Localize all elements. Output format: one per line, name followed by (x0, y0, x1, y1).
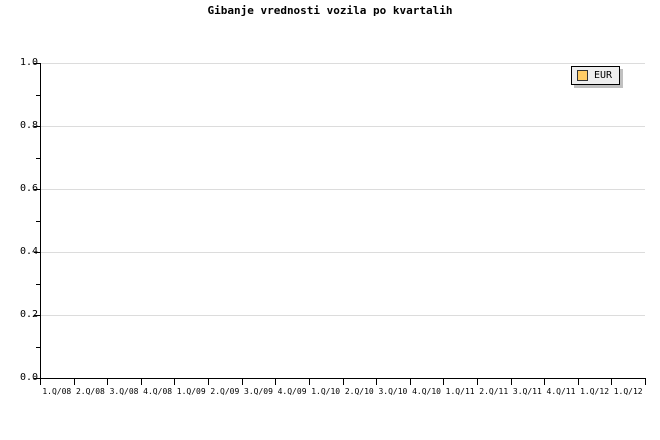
x-axis-tick (443, 379, 444, 385)
x-axis-label: 4.Q/09 (277, 387, 307, 396)
y-axis-label: 0.4 (19, 246, 38, 257)
gridline (40, 63, 645, 64)
y-axis-label: 0.6 (19, 183, 38, 194)
y-axis-label: 0.0 (19, 372, 38, 383)
x-axis-tick (376, 379, 377, 385)
x-axis-label: 4.Q/08 (143, 387, 173, 396)
x-axis-label: 2.Q/08 (75, 387, 105, 396)
x-axis-label: 1.Q/12 (613, 387, 643, 396)
x-axis-label: 1.Q/12 (580, 387, 610, 396)
chart-title: Gibanje vrednosti vozila po kvartalih (207, 4, 453, 17)
x-axis-label: 4.Q/10 (412, 387, 441, 396)
x-axis-label: 3.Q/09 (244, 387, 273, 396)
legend-swatch-eur-icon (577, 70, 588, 81)
x-axis-tick (578, 379, 579, 385)
x-axis-tick (645, 379, 646, 385)
y-axis-label: 0.8 (19, 120, 38, 131)
x-axis-label: 3.Q/10 (378, 387, 408, 396)
y-axis-tick-minor (36, 346, 40, 348)
chart-legend[interactable]: EUR (571, 66, 621, 85)
x-axis-label: 2.Q/09 (210, 387, 240, 396)
plot-area (40, 63, 645, 379)
gridline (40, 315, 645, 316)
x-axis-label: 4.Q/11 (546, 387, 576, 396)
x-axis-tick (544, 379, 545, 385)
y-axis-tick-major (34, 189, 40, 190)
x-axis-label: 1.Q/08 (42, 387, 72, 396)
x-axis-label: 1.Q/10 (311, 387, 341, 396)
y-axis-line (40, 63, 41, 379)
y-axis-tick-major (34, 252, 40, 253)
y-axis-tick-minor (36, 283, 40, 285)
y-axis-tick-minor (36, 94, 40, 96)
x-axis-tick (343, 379, 344, 385)
x-axis-line (40, 378, 646, 379)
x-axis-tick (275, 379, 276, 385)
x-axis-tick (40, 379, 41, 385)
x-axis-tick (174, 379, 175, 385)
x-axis-tick (410, 379, 411, 385)
x-axis-tick (208, 379, 209, 385)
x-axis-label: 2.Q/10 (344, 387, 374, 396)
x-axis-tick (242, 379, 243, 385)
legend-label-eur: EUR (594, 70, 613, 81)
gridline (40, 189, 645, 190)
y-axis-tick-major (34, 126, 40, 127)
x-axis-tick (107, 379, 108, 385)
x-axis-tick (309, 379, 310, 385)
y-axis-label: 1.0 (19, 57, 38, 68)
x-axis-tick (141, 379, 142, 385)
x-axis-tick (611, 379, 612, 385)
x-axis-tick (511, 379, 512, 385)
gridline (40, 252, 645, 253)
y-axis-tick-major (34, 378, 40, 379)
x-axis-label: 1.Q/11 (445, 387, 475, 396)
x-axis-label: 1.Q/09 (176, 387, 206, 396)
x-axis-label: 3.Q/08 (109, 387, 139, 396)
x-axis-tick (477, 379, 478, 385)
y-axis-label: 0.2 (19, 309, 38, 320)
y-axis-tick-minor (36, 157, 40, 159)
gridline (40, 126, 645, 127)
y-axis-tick-major (34, 315, 40, 316)
y-axis-tick-major (34, 63, 40, 64)
x-axis-tick (74, 379, 75, 385)
x-axis-label: 3.Q/11 (512, 387, 542, 396)
x-axis-label: 2.Q/11 (479, 387, 509, 396)
y-axis-tick-minor (36, 220, 40, 222)
